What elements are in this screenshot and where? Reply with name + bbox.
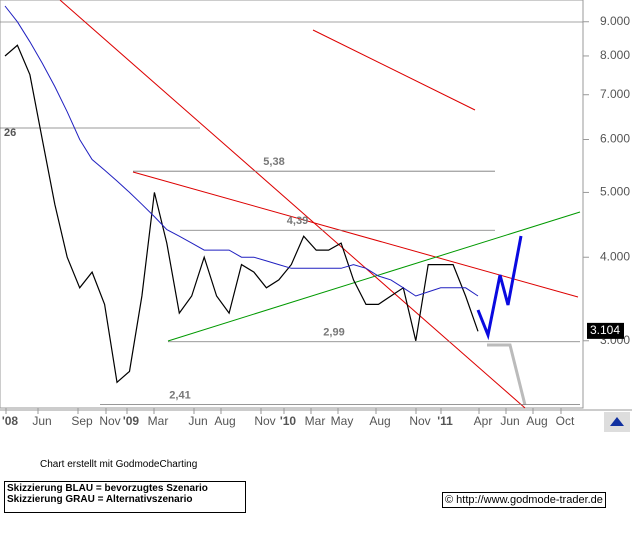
x-tick-label: May bbox=[331, 414, 354, 428]
y-tick-label: 4.000 bbox=[600, 249, 630, 263]
x-tick-label: '09 bbox=[123, 414, 140, 428]
level-label: 5,38 bbox=[263, 156, 284, 168]
y-tick-label: 9.000 bbox=[600, 14, 630, 28]
plot-area bbox=[0, 0, 584, 409]
x-tick-label: Nov bbox=[99, 414, 120, 428]
level-label: 2,41 bbox=[169, 389, 190, 401]
url[interactable]: © http://www.godmode-trader.de bbox=[442, 492, 606, 508]
icon-glyph bbox=[610, 417, 624, 426]
y-tick-label: 8.000 bbox=[600, 48, 630, 62]
legend-box: Skizzierung BLAU = bevorzugtes Szenario … bbox=[4, 481, 246, 513]
trend-line bbox=[167, 211, 581, 342]
last-price-label: 3.104 bbox=[590, 323, 620, 337]
x-tick-label: '08 bbox=[2, 414, 19, 428]
chart: 26 3.0004.0005.0006.0007.0008.0009.000'0… bbox=[0, 0, 632, 432]
last-price-box bbox=[587, 322, 624, 339]
legend-gray: Skizzierung GRAU = Alternativszenario bbox=[7, 494, 193, 505]
x-tick-label: Sep bbox=[71, 414, 93, 428]
x-tick-label: Aug bbox=[214, 414, 235, 428]
x-tick-label: Aug bbox=[526, 414, 547, 428]
credit: Chart erstellt mit GodmodeCharting bbox=[40, 459, 198, 470]
blue-scenario bbox=[476, 235, 523, 341]
y-tick-label: 7.000 bbox=[600, 87, 630, 101]
x-tick-label: Nov bbox=[254, 414, 275, 428]
price-line bbox=[4, 5, 479, 297]
y-tick-label: 5.000 bbox=[600, 185, 630, 199]
x-tick-label: '11 bbox=[437, 414, 453, 428]
trend-line bbox=[59, 0, 526, 409]
x-tick-label: Jun bbox=[500, 414, 519, 428]
level-label: 4,39 bbox=[287, 215, 308, 227]
trend-line bbox=[132, 171, 579, 298]
cut-label: 26 bbox=[4, 127, 16, 139]
level-label: 2,99 bbox=[323, 327, 344, 339]
x-tick-label: '10 bbox=[280, 414, 297, 428]
x-tick-label: Jun bbox=[188, 414, 207, 428]
x-tick-label: Jun bbox=[32, 414, 51, 428]
gray-scenario bbox=[487, 343, 527, 406]
x-tick-label: Mar bbox=[305, 414, 326, 428]
x-tick-label: Mar bbox=[148, 414, 169, 428]
price-line bbox=[4, 44, 479, 384]
trend-line bbox=[312, 29, 476, 111]
x-tick-label: Apr bbox=[474, 414, 493, 428]
x-tick-label: Nov bbox=[409, 414, 430, 428]
x-tick-label: Aug bbox=[369, 414, 390, 428]
legend-blue: Skizzierung BLAU = bevorzugtes Szenario bbox=[7, 483, 208, 494]
y-tick-label: 6.000 bbox=[600, 132, 630, 146]
x-tick-label: Oct bbox=[556, 414, 575, 428]
